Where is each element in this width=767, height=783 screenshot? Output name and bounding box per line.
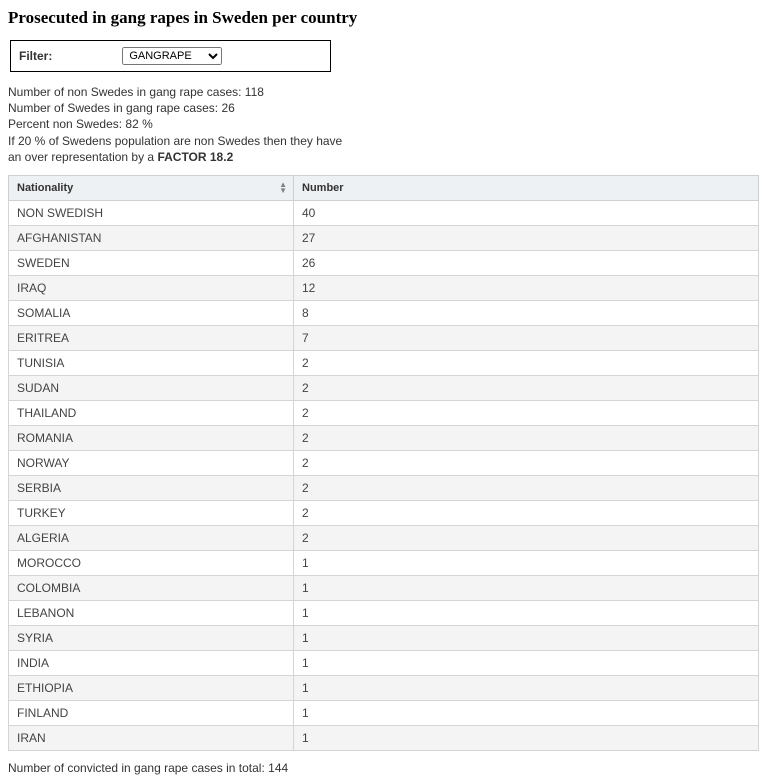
table-row: IRAQ12 xyxy=(9,275,759,300)
cell-number: 40 xyxy=(294,200,759,225)
table-row: ALGERIA2 xyxy=(9,525,759,550)
table-row: SUDAN2 xyxy=(9,375,759,400)
table-row: SOMALIA8 xyxy=(9,300,759,325)
cell-nationality: SOMALIA xyxy=(9,300,294,325)
cell-nationality: SUDAN xyxy=(9,375,294,400)
cell-nationality: MOROCCO xyxy=(9,550,294,575)
cell-number: 1 xyxy=(294,600,759,625)
cell-nationality: ETHIOPIA xyxy=(9,675,294,700)
stat-factor-value: FACTOR 18.2 xyxy=(157,150,233,164)
table-row: INDIA1 xyxy=(9,650,759,675)
cell-number: 2 xyxy=(294,425,759,450)
table-row: ETHIOPIA1 xyxy=(9,675,759,700)
cell-nationality: NON SWEDISH xyxy=(9,200,294,225)
cell-number: 1 xyxy=(294,700,759,725)
cell-number: 1 xyxy=(294,575,759,600)
cell-nationality: THAILAND xyxy=(9,400,294,425)
stat-non-swedes: Number of non Swedes in gang rape cases:… xyxy=(8,84,759,100)
footer-total: Number of convicted in gang rape cases i… xyxy=(8,761,759,775)
cell-number: 2 xyxy=(294,450,759,475)
cell-nationality: ERITREA xyxy=(9,325,294,350)
cell-nationality: IRAN xyxy=(9,725,294,750)
cell-nationality: ALGERIA xyxy=(9,525,294,550)
cell-number: 12 xyxy=(294,275,759,300)
cell-nationality: IRAQ xyxy=(9,275,294,300)
table-row: SERBIA2 xyxy=(9,475,759,500)
cell-nationality: LEBANON xyxy=(9,600,294,625)
stat-swedes: Number of Swedes in gang rape cases: 26 xyxy=(8,100,759,116)
cell-number: 2 xyxy=(294,350,759,375)
cell-nationality: AFGHANISTAN xyxy=(9,225,294,250)
cell-nationality: TURKEY xyxy=(9,500,294,525)
cell-nationality: SERBIA xyxy=(9,475,294,500)
cell-nationality: FINLAND xyxy=(9,700,294,725)
cell-number: 2 xyxy=(294,525,759,550)
cell-number: 27 xyxy=(294,225,759,250)
cell-number: 1 xyxy=(294,625,759,650)
cell-nationality: ROMANIA xyxy=(9,425,294,450)
nationality-table: Nationality ▲▼ Number NON SWEDISH40AFGHA… xyxy=(8,175,759,751)
stats-block: Number of non Swedes in gang rape cases:… xyxy=(8,84,759,165)
cell-number: 1 xyxy=(294,550,759,575)
table-row: AFGHANISTAN27 xyxy=(9,225,759,250)
col-nationality-label: Nationality xyxy=(17,182,73,194)
cell-number: 2 xyxy=(294,475,759,500)
table-row: ROMANIA2 xyxy=(9,425,759,450)
cell-number: 26 xyxy=(294,250,759,275)
stat-factor-prefix: an over representation by a xyxy=(8,150,157,164)
table-row: SYRIA1 xyxy=(9,625,759,650)
table-row: FINLAND1 xyxy=(9,700,759,725)
col-number-header[interactable]: Number xyxy=(294,175,759,200)
table-row: SWEDEN26 xyxy=(9,250,759,275)
cell-number: 7 xyxy=(294,325,759,350)
cell-number: 8 xyxy=(294,300,759,325)
table-row: IRAN1 xyxy=(9,725,759,750)
cell-nationality: SWEDEN xyxy=(9,250,294,275)
cell-nationality: COLOMBIA xyxy=(9,575,294,600)
cell-number: 1 xyxy=(294,725,759,750)
cell-nationality: INDIA xyxy=(9,650,294,675)
table-row: TURKEY2 xyxy=(9,500,759,525)
table-row: ERITREA7 xyxy=(9,325,759,350)
filter-select[interactable]: GANGRAPE xyxy=(122,47,222,65)
stat-factor-line: an over representation by a FACTOR 18.2 xyxy=(8,149,759,165)
cell-number: 1 xyxy=(294,675,759,700)
filter-label: Filter: xyxy=(19,49,52,63)
cell-number: 2 xyxy=(294,400,759,425)
col-nationality-header[interactable]: Nationality ▲▼ xyxy=(9,175,294,200)
cell-number: 2 xyxy=(294,500,759,525)
table-row: COLOMBIA1 xyxy=(9,575,759,600)
table-row: NON SWEDISH40 xyxy=(9,200,759,225)
table-row: TUNISIA2 xyxy=(9,350,759,375)
col-number-label: Number xyxy=(302,182,344,194)
cell-nationality: SYRIA xyxy=(9,625,294,650)
cell-nationality: NORWAY xyxy=(9,450,294,475)
table-row: THAILAND2 xyxy=(9,400,759,425)
sort-icon: ▲▼ xyxy=(279,182,287,194)
stat-if-line: If 20 % of Swedens population are non Sw… xyxy=(8,133,759,149)
table-row: MOROCCO1 xyxy=(9,550,759,575)
table-row: LEBANON1 xyxy=(9,600,759,625)
cell-number: 1 xyxy=(294,650,759,675)
filter-panel: Filter: GANGRAPE xyxy=(10,40,331,72)
cell-nationality: TUNISIA xyxy=(9,350,294,375)
cell-number: 2 xyxy=(294,375,759,400)
table-row: NORWAY2 xyxy=(9,450,759,475)
stat-percent: Percent non Swedes: 82 % xyxy=(8,116,759,132)
page-title: Prosecuted in gang rapes in Sweden per c… xyxy=(8,8,759,28)
